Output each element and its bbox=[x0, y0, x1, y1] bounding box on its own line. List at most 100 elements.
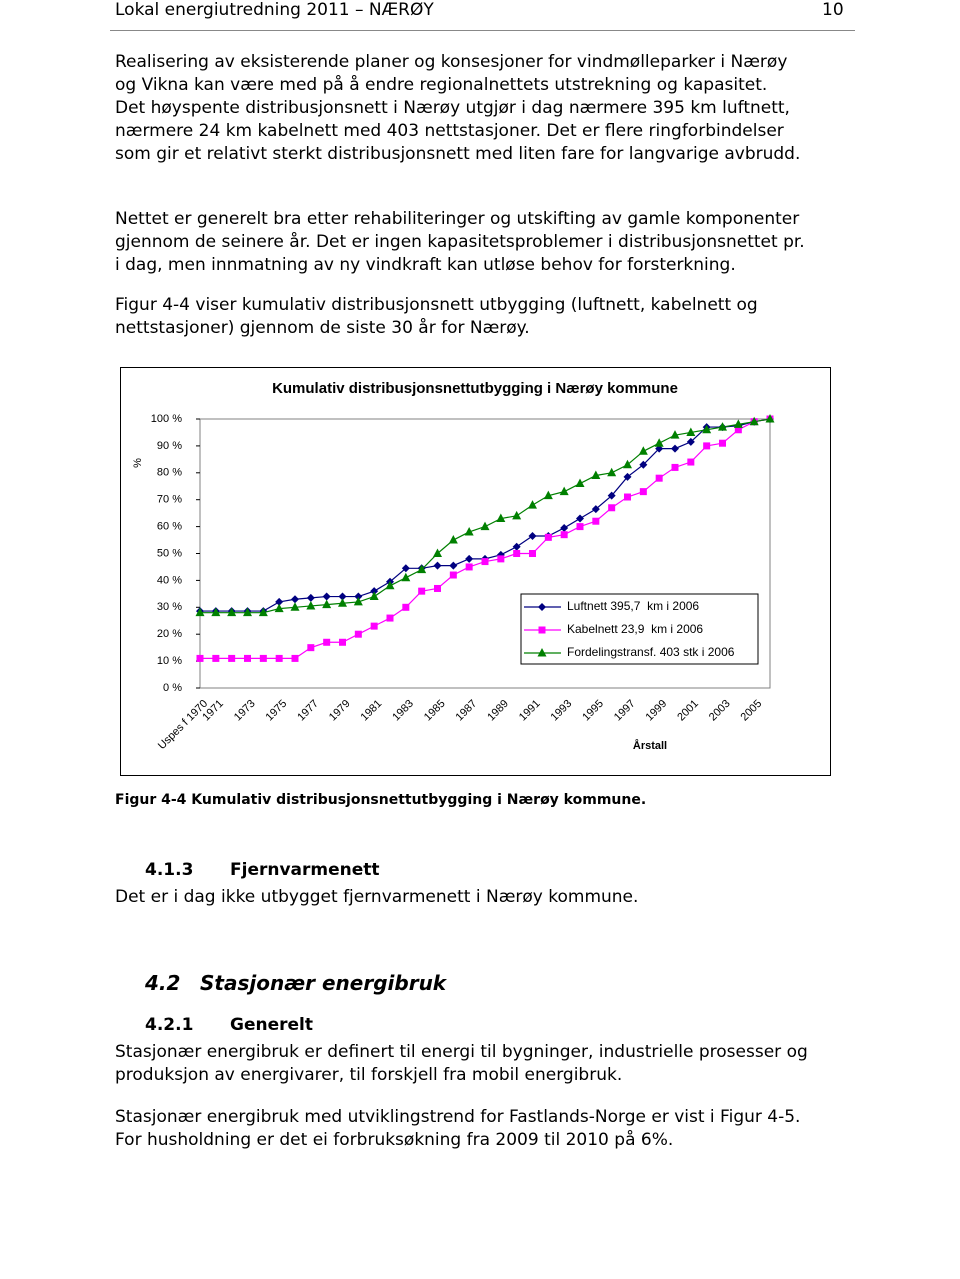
legend-marker bbox=[537, 648, 547, 657]
paragraph-line: Stasjonær energibruk er definert til ene… bbox=[115, 1042, 808, 1062]
header-title: Lokal energiutredning 2011 – NÆRØY bbox=[115, 0, 434, 20]
legend-box bbox=[520, 593, 759, 665]
marker bbox=[323, 638, 331, 646]
marker bbox=[671, 463, 679, 471]
marker bbox=[228, 654, 236, 662]
marker bbox=[353, 596, 363, 606]
marker bbox=[560, 531, 568, 539]
marker bbox=[765, 414, 775, 423]
marker bbox=[322, 599, 332, 609]
marker bbox=[639, 460, 648, 469]
marker bbox=[354, 630, 362, 638]
marker bbox=[433, 548, 442, 557]
section-title: Stasjonær energibruk bbox=[200, 971, 447, 995]
marker bbox=[512, 510, 522, 520]
marker bbox=[448, 535, 458, 544]
marker bbox=[401, 564, 410, 573]
marker bbox=[290, 602, 300, 611]
paragraph-line: nærmere 24 km kabelnett med 403 nettstas… bbox=[115, 121, 784, 141]
marker bbox=[275, 654, 283, 662]
marker bbox=[670, 430, 680, 439]
marker bbox=[418, 587, 426, 595]
marker bbox=[386, 614, 394, 622]
marker bbox=[608, 504, 616, 512]
figure-caption: Figur 4-4 Kumulativ distribusjonsnettutb… bbox=[115, 792, 647, 808]
y-axis-label: % bbox=[132, 458, 144, 468]
marker bbox=[322, 592, 331, 601]
paragraph-line: Det høyspente distribusjonsnett i Nærøy … bbox=[115, 98, 790, 118]
marker bbox=[275, 597, 284, 606]
marker bbox=[559, 486, 569, 496]
chart-title: Kumulativ distribusjonsnettutbygging i N… bbox=[272, 380, 678, 397]
marker bbox=[434, 584, 441, 592]
marker bbox=[639, 488, 647, 496]
page-number: 10 bbox=[822, 0, 844, 20]
legend-marker bbox=[538, 626, 546, 634]
marker bbox=[576, 514, 584, 523]
marker bbox=[544, 533, 552, 541]
paragraph-line: og Vikna kan være med på å endre regiona… bbox=[115, 75, 768, 95]
y-tick-label: 40 % bbox=[157, 574, 182, 586]
marker bbox=[702, 424, 712, 434]
marker bbox=[560, 523, 569, 532]
marker bbox=[591, 470, 601, 479]
marker bbox=[686, 437, 695, 446]
marker bbox=[654, 438, 664, 447]
y-tick-label: 70 % bbox=[157, 494, 182, 506]
y-tick-label: 0 % bbox=[163, 682, 182, 694]
marker bbox=[733, 419, 743, 428]
marker bbox=[638, 446, 648, 455]
marker bbox=[528, 500, 537, 509]
section-number: 4.1.3 bbox=[145, 860, 194, 880]
marker bbox=[481, 558, 489, 566]
marker bbox=[719, 439, 726, 447]
legend-label: Kabelnett 23,9 km i 2006 bbox=[567, 622, 703, 636]
marker bbox=[369, 591, 379, 601]
marker bbox=[734, 426, 742, 434]
marker bbox=[401, 572, 411, 582]
paragraph-line: Stasjonær energibruk med utviklingstrend… bbox=[115, 1107, 801, 1127]
marker bbox=[227, 607, 237, 617]
marker bbox=[607, 467, 617, 477]
marker bbox=[449, 561, 458, 570]
marker bbox=[370, 587, 379, 596]
section-number: 4.2 bbox=[145, 971, 181, 995]
marker bbox=[417, 564, 427, 574]
marker bbox=[749, 416, 759, 426]
marker bbox=[370, 622, 378, 630]
marker bbox=[338, 592, 347, 601]
marker bbox=[575, 478, 585, 488]
marker bbox=[306, 600, 316, 610]
x-axis-label: Årstall bbox=[633, 739, 667, 752]
marker bbox=[496, 513, 506, 523]
marker bbox=[274, 603, 284, 613]
marker bbox=[655, 474, 663, 482]
marker bbox=[339, 638, 346, 646]
marker bbox=[354, 592, 363, 601]
marker bbox=[402, 603, 410, 611]
section-title: Fjernvarmenett bbox=[230, 860, 380, 880]
marker bbox=[591, 505, 600, 514]
marker bbox=[497, 555, 505, 563]
paragraph-line: Figur 4-4 viser kumulativ distribusjonsn… bbox=[115, 295, 758, 315]
paragraph-line: Nettet er generelt bra etter rehabiliter… bbox=[115, 209, 800, 229]
marker bbox=[543, 490, 553, 500]
marker bbox=[449, 571, 457, 579]
legend-label: Luftnett 395,7 km i 2006 bbox=[567, 599, 699, 613]
y-tick-label: 10 % bbox=[157, 655, 182, 667]
marker bbox=[385, 580, 395, 590]
marker bbox=[592, 517, 600, 525]
marker bbox=[528, 532, 537, 541]
marker bbox=[259, 654, 267, 662]
marker bbox=[291, 595, 299, 604]
chart: Kumulativ distribusjonsnettutbygging i N… bbox=[120, 367, 831, 776]
marker bbox=[703, 442, 711, 450]
paragraph-line: Det er i dag ikke utbygget fjernvarmenet… bbox=[115, 887, 639, 907]
y-tick-label: 80 % bbox=[157, 467, 182, 479]
marker bbox=[623, 459, 632, 469]
paragraph-line: For husholdning er det ei forbruksøkning… bbox=[115, 1130, 674, 1150]
header-rule bbox=[110, 30, 855, 31]
marker bbox=[465, 554, 474, 563]
paragraph-line: nettstasjoner) gjennom de siste 30 år fo… bbox=[115, 318, 530, 338]
marker bbox=[687, 458, 695, 466]
